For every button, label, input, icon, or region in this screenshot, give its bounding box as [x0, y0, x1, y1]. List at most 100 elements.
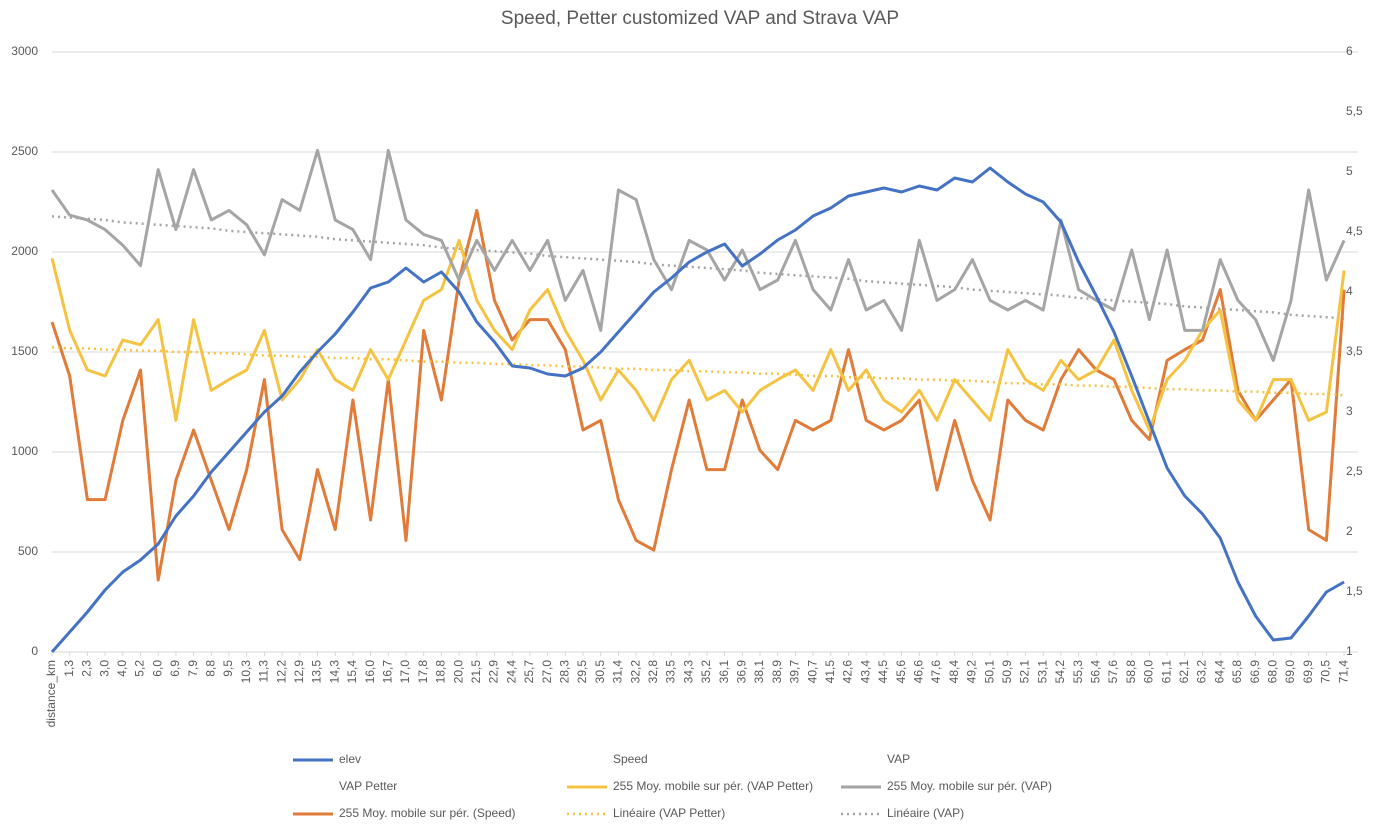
x-tick-label: 4,0	[115, 660, 129, 677]
x-tick-label: 15,4	[345, 660, 359, 684]
x-tick-label: 6,0	[150, 660, 164, 677]
x-tick-label: 17,0	[398, 660, 412, 684]
x-tick-label: 57,6	[1106, 660, 1120, 684]
x-tick-label: 35,2	[699, 660, 713, 684]
x-tick-label: 64,4	[1212, 660, 1226, 684]
legend-label: 255 Moy. mobile sur pér. (VAP Petter)	[613, 779, 813, 793]
legend-label: VAP	[887, 752, 910, 766]
legend-label: 255 Moy. mobile sur pér. (VAP)	[887, 779, 1052, 793]
x-tick-label: 13,5	[310, 660, 324, 684]
x-tick-label: 29,5	[575, 660, 589, 684]
y2-tick-label: 3	[1346, 404, 1353, 418]
x-tick-label: 18,8	[434, 660, 448, 684]
x-tick-label: 27,0	[540, 660, 554, 684]
trend-line	[51, 215, 1345, 320]
x-tick-label: 55,3	[1071, 660, 1085, 684]
x-tick-label: 61,1	[1159, 660, 1173, 684]
x-tick-label: 1,3	[62, 660, 76, 677]
series-line	[50, 166, 1345, 653]
y2-tick-label: 5	[1346, 164, 1353, 178]
x-tick-label: 38,1	[752, 660, 766, 684]
x-tick-label: 3,0	[97, 660, 111, 677]
x-tick-label: 44,5	[876, 660, 890, 684]
x-tick-label: 17,8	[416, 660, 430, 684]
x-tick-label: 47,6	[929, 660, 943, 684]
x-tick-label: 38,9	[770, 660, 784, 684]
x-tick-label: 54,2	[1053, 660, 1067, 684]
x-tick-label: 12,9	[292, 660, 306, 684]
legend-label: Linéaire (VAP Petter)	[613, 806, 725, 820]
chart-title: Speed, Petter customized VAP and Strava …	[501, 8, 899, 29]
y-tick-label: 2000	[11, 244, 38, 258]
x-tick-label: 39,7	[788, 660, 802, 684]
x-tick-label: 63,2	[1195, 660, 1209, 684]
legend-label: Linéaire (VAP)	[887, 806, 964, 820]
x-tick-label: 34,3	[681, 660, 695, 684]
x-tick-label: 25,7	[522, 660, 536, 684]
x-tick-label: 69,0	[1283, 660, 1297, 684]
x-tick-label: 58,8	[1124, 660, 1138, 684]
series-line	[50, 238, 1346, 432]
x-tick-label: 12,2	[274, 660, 288, 684]
x-tick-label: 10,3	[239, 660, 253, 684]
x-tick-label: 2,3	[80, 660, 94, 677]
x-tick-label: 21,5	[469, 660, 483, 684]
y2-tick-label: 4	[1346, 284, 1353, 298]
legend-label: elev	[339, 752, 361, 766]
x-tick-label: 6,9	[168, 660, 182, 677]
x-tick-label: 22,9	[487, 660, 501, 684]
y-tick-label: 1000	[11, 444, 38, 458]
x-tick-label: 5,2	[133, 660, 147, 677]
legend-label: Speed	[613, 752, 648, 766]
x-tick-label: 7,9	[186, 660, 200, 677]
x-tick-label: 70,5	[1319, 660, 1333, 684]
x-tick-label: 60,0	[1142, 660, 1156, 684]
y-tick-label: 3000	[11, 44, 38, 58]
x-tick-label: 49,2	[965, 660, 979, 684]
x-tick-label: 9,5	[221, 660, 235, 677]
x-tick-label: 41,5	[823, 660, 837, 684]
y-tick-label: 2500	[11, 144, 38, 158]
y2-tick-label: 3,5	[1346, 344, 1363, 358]
y-tick-label: 0	[31, 644, 38, 658]
x-tick-label: 16,7	[380, 660, 394, 684]
x-tick-label: 66,9	[1248, 660, 1262, 684]
x-tick-label: 40,7	[805, 660, 819, 684]
x-tick-label: 31,4	[611, 660, 625, 684]
x-tick-label: 52,1	[1018, 660, 1032, 684]
x-tick-label: 32,2	[628, 660, 642, 684]
x-tick-label: 48,4	[947, 660, 961, 684]
x-tick-label: 68,0	[1265, 660, 1279, 684]
series-line	[50, 148, 1346, 362]
y2-tick-label: 2	[1346, 524, 1353, 538]
x-tick-label: 32,8	[646, 660, 660, 684]
x-tick-label: 20,0	[451, 660, 465, 684]
y2-tick-label: 1	[1346, 644, 1353, 658]
x-tick-label: 42,6	[841, 660, 855, 684]
x-tick-label: 11,3	[257, 660, 271, 683]
series-line	[50, 208, 1346, 582]
x-tick-label: 65,8	[1230, 660, 1244, 684]
x-tick-label: 56,4	[1088, 660, 1102, 684]
x-tick-label: 24,4	[504, 660, 518, 684]
y2-tick-label: 4,5	[1346, 224, 1363, 238]
y2-tick-label: 1,5	[1346, 584, 1363, 598]
y-tick-label: 500	[18, 544, 38, 558]
x-tick-label: 14,3	[327, 660, 341, 684]
y2-tick-label: 5,5	[1346, 104, 1363, 118]
legend-label: 255 Moy. mobile sur pér. (Speed)	[339, 806, 516, 820]
x-tick-label: 45,6	[894, 660, 908, 684]
x-tick-label: 71,4	[1336, 660, 1350, 684]
x-tick-label: 33,5	[664, 660, 678, 684]
x-tick-label: 36,9	[734, 660, 748, 684]
x-tick-label: distance_km	[44, 660, 58, 727]
x-tick-label: 36,1	[717, 660, 731, 684]
x-tick-label: 50,1	[982, 660, 996, 684]
x-tick-label: 50,9	[1000, 660, 1014, 684]
x-tick-label: 8,8	[203, 660, 217, 677]
x-tick-label: 62,1	[1177, 660, 1191, 684]
legend-label: VAP Petter	[339, 779, 397, 793]
x-tick-label: 53,1	[1035, 660, 1049, 684]
